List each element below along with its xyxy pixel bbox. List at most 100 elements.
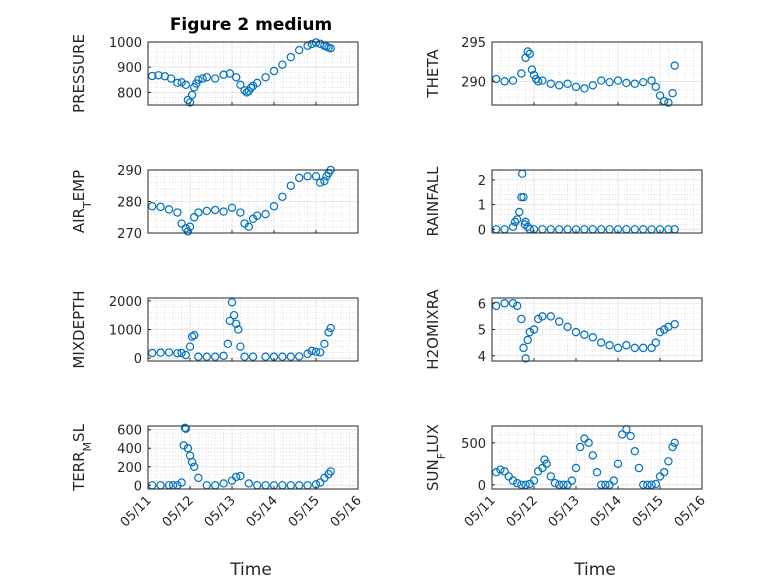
data-point xyxy=(194,352,203,361)
data-point xyxy=(519,343,528,353)
data-point xyxy=(529,70,539,80)
data-point xyxy=(639,343,648,353)
data-point xyxy=(286,52,295,62)
subplot-mixdepth: 0 1000 2000 MIXDEPTH xyxy=(70,290,359,369)
data-point xyxy=(269,66,279,76)
data-point xyxy=(563,480,572,489)
data-point xyxy=(546,79,556,88)
data-point xyxy=(546,472,556,481)
data-point xyxy=(655,91,665,100)
x-tick-label: 05/14 xyxy=(244,493,281,530)
axes-box xyxy=(491,425,703,490)
subplot-h2omixra: 4 5 6 H2OMIXRA xyxy=(424,289,703,370)
data-point xyxy=(555,317,564,326)
data-point xyxy=(181,350,190,360)
data-point xyxy=(236,342,245,351)
data-point xyxy=(668,442,677,452)
data-point xyxy=(601,480,610,489)
data-point xyxy=(538,76,547,85)
data-point xyxy=(311,172,321,181)
y-axis-label: SUNFLUX xyxy=(424,424,448,491)
data-point xyxy=(609,476,619,485)
y-axis-label: THETA xyxy=(424,49,442,99)
data-point xyxy=(660,468,669,477)
data-point xyxy=(580,434,589,443)
subplot-air-temp: 270 280 290 AIRTEMP xyxy=(70,164,359,242)
data-point xyxy=(248,352,258,361)
data-point xyxy=(670,438,679,447)
y-axis-label: PRESSURE xyxy=(70,34,88,113)
subplot-sun-flux: 0 500 05/11 05/12 05/13 05/14 05/15 05/16 SUNFLU… xyxy=(424,424,709,530)
data-point xyxy=(508,476,518,485)
subplot-terr-msl: 0 200 400 600 05/11 05/12 05/13 05/14 05/15 05/16… xyxy=(70,423,365,530)
data-point xyxy=(189,462,199,471)
y-tick-label: 280 xyxy=(117,196,142,211)
y-tick-label: 4 xyxy=(478,350,486,365)
data-point xyxy=(643,480,652,489)
data-point xyxy=(513,478,522,488)
data-point xyxy=(303,349,312,359)
data-point xyxy=(316,478,325,487)
data-point xyxy=(525,49,535,59)
data-point xyxy=(187,90,197,100)
data-point xyxy=(173,349,182,358)
plot-area xyxy=(492,170,702,233)
data-point xyxy=(576,442,585,452)
data-point xyxy=(194,208,203,217)
data-point xyxy=(177,219,186,228)
data-point xyxy=(295,45,304,55)
data-point xyxy=(517,480,526,489)
y-axis-label: AIRTEMP xyxy=(70,170,94,233)
data-point xyxy=(534,314,543,324)
axes-box xyxy=(491,169,703,234)
y-tick-label: 600 xyxy=(117,424,142,439)
data-point xyxy=(177,78,186,87)
data-point xyxy=(527,65,537,74)
data-point xyxy=(500,77,509,86)
data-point xyxy=(525,327,535,337)
data-point xyxy=(563,79,572,88)
data-point xyxy=(513,301,522,311)
data-point xyxy=(236,471,245,481)
data-point xyxy=(286,352,295,361)
x-tick-label: 05/15 xyxy=(630,493,667,530)
x-tick-label: 05/13 xyxy=(546,493,583,530)
data-point xyxy=(326,323,335,333)
y-tick-label: 0 xyxy=(478,479,486,494)
data-point xyxy=(500,467,509,476)
y-tick-label: 1000 xyxy=(109,324,142,339)
axes-box xyxy=(147,41,359,106)
data-point xyxy=(639,480,648,489)
data-point xyxy=(519,192,528,202)
data-point xyxy=(180,423,190,433)
data-point xyxy=(307,39,316,49)
data-point xyxy=(605,77,614,87)
data-point xyxy=(194,75,203,85)
data-point xyxy=(185,98,195,107)
x-axis-label-right: Time xyxy=(573,560,616,580)
data-point xyxy=(534,77,543,86)
y-tick-label: 0 xyxy=(134,352,142,367)
data-point xyxy=(240,352,249,361)
data-point xyxy=(154,71,163,80)
data-point xyxy=(500,299,509,308)
y-tick-label: 290 xyxy=(461,75,486,90)
data-point xyxy=(311,347,321,357)
data-point xyxy=(584,438,593,447)
data-point xyxy=(231,73,241,82)
x-tick-label: 05/12 xyxy=(504,493,541,530)
data-point xyxy=(515,207,524,217)
data-point xyxy=(622,78,631,88)
data-point xyxy=(651,479,661,489)
data-point xyxy=(198,74,207,83)
y-tick-label: 800 xyxy=(117,86,142,101)
data-point xyxy=(588,81,598,90)
data-point xyxy=(183,444,193,453)
y-tick-label: 1 xyxy=(478,199,486,214)
data-point xyxy=(173,208,182,217)
data-point xyxy=(508,222,518,232)
y-axis-label: TERRMSL xyxy=(70,423,94,492)
data-point xyxy=(316,178,325,187)
y-tick-label: 0 xyxy=(478,223,486,238)
data-point xyxy=(580,330,589,339)
